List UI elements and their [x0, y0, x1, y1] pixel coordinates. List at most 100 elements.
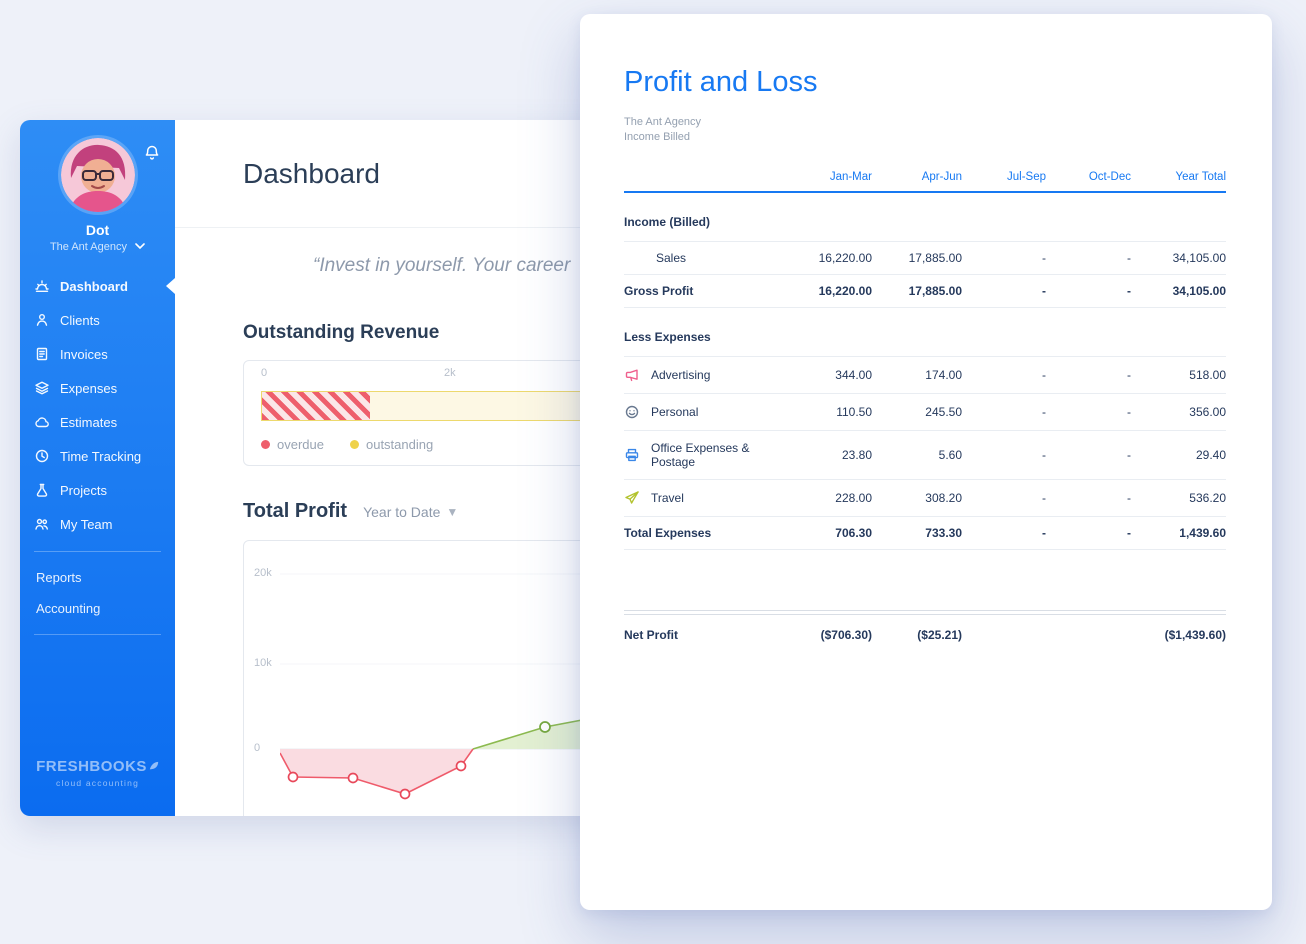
row-value: -: [1042, 368, 1046, 382]
date-range-dropdown[interactable]: Year to Date ▼: [363, 504, 458, 520]
row-value: 17,885.00: [908, 284, 962, 298]
sidebar-item-label: Time Tracking: [60, 448, 142, 464]
time-tracking-icon: [34, 448, 50, 464]
notifications-bell-icon[interactable]: [143, 144, 161, 165]
row-value: ($25.21): [917, 628, 962, 642]
invoices-icon: [34, 346, 50, 362]
expenses-icon: [34, 380, 50, 396]
sidebar-item-projects[interactable]: Projects: [20, 473, 175, 507]
row-value: 16,220.00: [818, 251, 872, 265]
row-label: Sales: [656, 251, 687, 265]
profit-ytick-20k: 20k: [254, 567, 272, 579]
chevron-down-icon: ▼: [446, 505, 459, 519]
revenue-legend: overdue outstanding: [261, 437, 433, 452]
profit-ytick-0: 0: [254, 742, 261, 754]
sidebar-item-label: Accounting: [36, 601, 101, 616]
row-value: 228.00: [835, 491, 872, 505]
row-label: Total Expenses: [624, 526, 712, 540]
row-label-cell: Total Expenses: [624, 526, 782, 540]
sidebar-item-label: Reports: [36, 570, 82, 585]
row-label: Gross Profit: [624, 284, 694, 298]
row-label-cell: Travel: [624, 490, 782, 506]
row-label: Office Expenses & Postage: [651, 441, 750, 469]
freshbooks-logo: FRESHBOOKS cloud accounting: [20, 758, 175, 788]
row-value: 16,220.00: [818, 284, 872, 298]
page-title: Dashboard: [243, 158, 380, 189]
report-basis: Income Billed: [624, 131, 691, 143]
sidebar-item-my-team[interactable]: My Team: [20, 507, 175, 541]
report-total-rule: [624, 610, 1226, 615]
projects-icon: [34, 482, 50, 498]
active-indicator: [166, 278, 175, 294]
report-company: The Ant Agency: [624, 116, 702, 128]
motivational-quote: “Invest in yourself. Your career: [313, 255, 571, 276]
row-value: 518.00: [1189, 368, 1226, 382]
sidebar-item-label: Dashboard: [60, 278, 128, 294]
row-value: -: [1042, 405, 1046, 419]
legend-outstanding: outstanding: [349, 437, 433, 452]
row-label: Travel: [651, 491, 684, 505]
sidebar-item-invoices[interactable]: Invoices: [20, 337, 175, 371]
row-label: Income (Billed): [624, 215, 711, 229]
sidebar-item-label: Projects: [60, 482, 107, 498]
profit-ytick-10k: 10k: [254, 657, 272, 669]
row-value: -: [1127, 251, 1131, 265]
row-value: -: [1127, 491, 1131, 505]
row-value: 308.20: [925, 491, 962, 505]
travel-icon: [624, 490, 640, 506]
row-label-cell: Office Expenses & Postage: [624, 441, 782, 469]
user-company: The Ant Agency: [49, 241, 127, 253]
legend-overdue: overdue: [261, 437, 324, 452]
row-label: Personal: [651, 405, 699, 419]
sidebar-item-label: Invoices: [60, 346, 108, 362]
sidebar: Dot The Ant Agency Dashboard Clients Invoi…: [20, 120, 175, 816]
report-row-total-expenses: Total Expenses 706.30 733.30 - - 1,439.60: [624, 517, 1226, 550]
sidebar-item-label: Estimates: [60, 414, 118, 430]
report-row-gross-profit: Gross Profit 16,220.00 17,885.00 - - 34,105.0…: [624, 275, 1226, 308]
row-value: 34,105.00: [1172, 284, 1226, 298]
user-name: Dot: [85, 222, 110, 238]
row-label-cell: Personal: [624, 404, 782, 420]
row-value: -: [1042, 526, 1046, 540]
report-row-less-expenses: Less Expenses: [624, 308, 1226, 357]
chevron-down-icon: [135, 241, 145, 253]
report-table: Jan-Mar Apr-Jun Jul-Sep Oct-Dec Year Total I…: [624, 171, 1226, 651]
sidebar-item-estimates[interactable]: Estimates: [20, 405, 175, 439]
row-value: -: [1127, 526, 1131, 540]
row-label-cell: Sales: [624, 251, 782, 265]
row-label-cell: Advertising: [624, 367, 782, 383]
profit-loss-report-window: Profit and Loss The Ant Agency Income Bi…: [580, 14, 1272, 910]
report-row-travel: Travel 228.00 308.20 - - 536.20: [624, 480, 1226, 517]
report-table-body: Income (Billed) Sales 16,220.00 17,885.00 - -…: [624, 193, 1226, 651]
report-header-row: Jan-Mar Apr-Jun Jul-Sep Oct-Dec Year Total: [624, 171, 1226, 193]
overdue-bar-segment[interactable]: [262, 392, 370, 420]
row-value: ($1,439.60): [1164, 628, 1226, 642]
sidebar-item-time-tracking[interactable]: Time Tracking: [20, 439, 175, 473]
row-value: -: [1042, 251, 1046, 265]
logo-brand-text: FRESHBOOKS: [36, 758, 147, 775]
report-row-personal: Personal 110.50 245.50 - - 356.00: [624, 394, 1226, 431]
account-switcher[interactable]: The Ant Agency: [20, 241, 175, 253]
avatar[interactable]: [60, 138, 135, 212]
my-team-icon: [34, 516, 50, 532]
sidebar-item-accounting[interactable]: Accounting: [20, 593, 175, 624]
row-value: 23.80: [841, 448, 872, 462]
report-column-header-year-total: Year Total: [1175, 171, 1226, 183]
sidebar-item-reports[interactable]: Reports: [20, 562, 175, 593]
report-row-office-expenses-postage: Office Expenses & Postage 23.80 5.60 - - 29.4…: [624, 431, 1226, 480]
report-column-header-jan-mar: Jan-Mar: [829, 171, 872, 183]
sidebar-item-expenses[interactable]: Expenses: [20, 371, 175, 405]
report-row-advertising: Advertising 344.00 174.00 - - 518.00: [624, 357, 1226, 394]
total-profit-header: Total Profit Year to Date ▼: [243, 500, 458, 523]
overdue-dot-icon: [261, 440, 270, 449]
sidebar-nav: Dashboard Clients Invoices Expenses Estimate…: [20, 269, 175, 541]
sidebar-item-dashboard[interactable]: Dashboard: [20, 269, 175, 303]
row-value: 344.00: [835, 368, 872, 382]
row-value: 29.40: [1195, 448, 1226, 462]
sidebar-item-clients[interactable]: Clients: [20, 303, 175, 337]
row-value: -: [1127, 448, 1131, 462]
report-row-sales: Sales 16,220.00 17,885.00 - - 34,105.00: [624, 242, 1226, 275]
sidebar-item-label: Clients: [60, 312, 100, 328]
row-label-cell: Gross Profit: [624, 284, 782, 298]
